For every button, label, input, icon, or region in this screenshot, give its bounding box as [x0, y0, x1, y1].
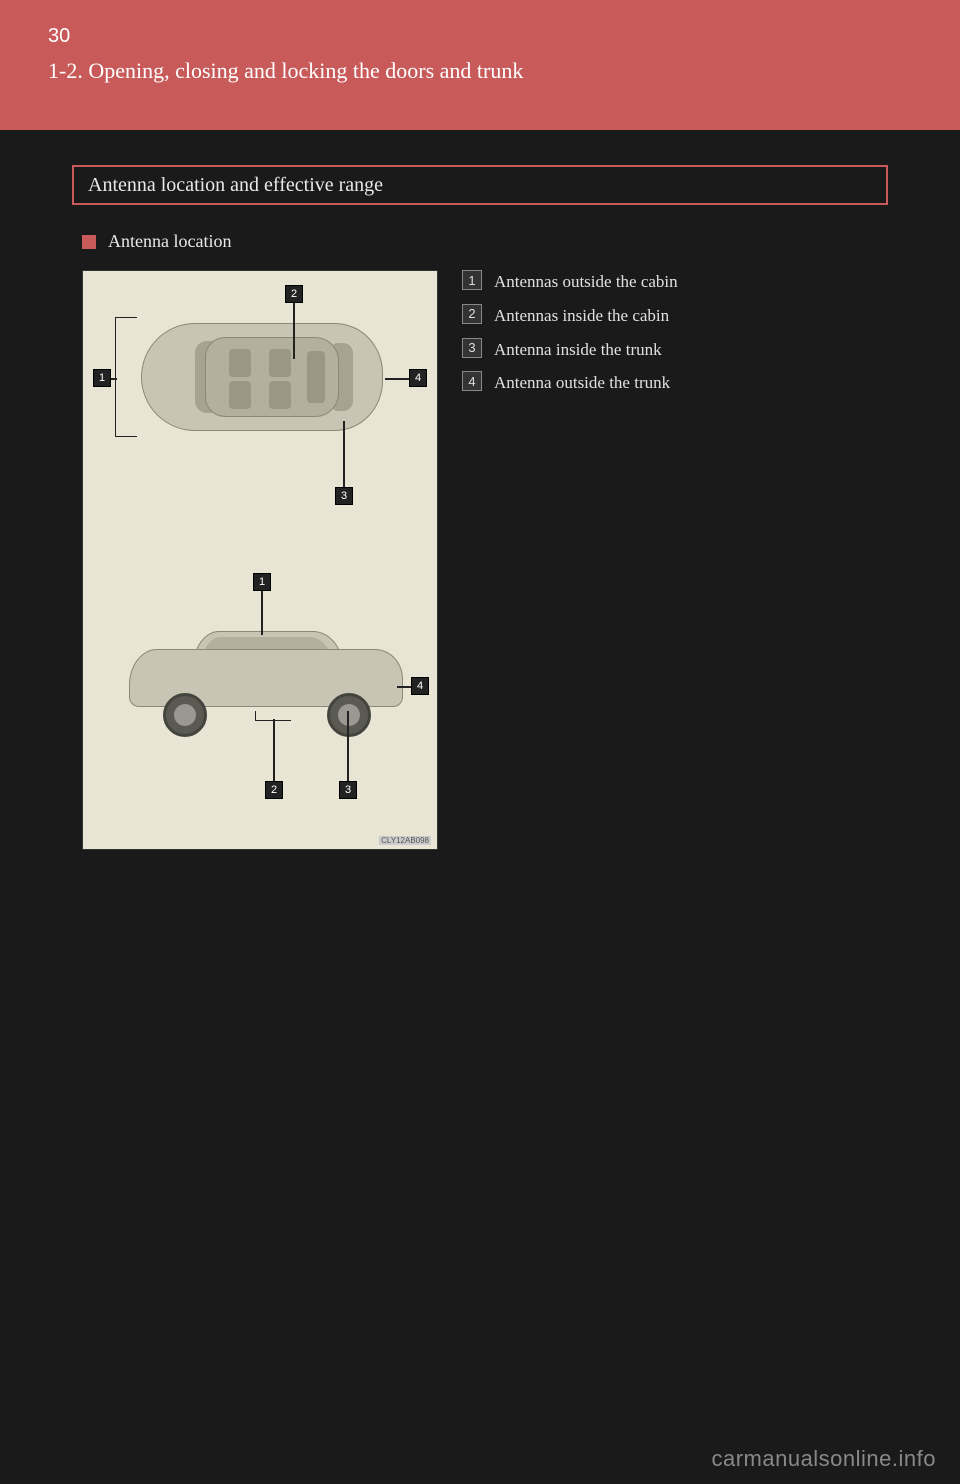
car-top-view: [141, 323, 383, 431]
list-item: 3 Antenna inside the trunk: [462, 338, 888, 362]
callout-text: Antenna outside the trunk: [494, 371, 670, 395]
header-band: 30 1-2. Opening, closing and locking the…: [0, 0, 960, 130]
section-title: 1-2. Opening, closing and locking the do…: [48, 58, 523, 84]
figure-callout-3: 3: [335, 487, 353, 505]
body-row: 1 2 3 4 1 2 3 4: [82, 270, 888, 850]
subheading-row: Antenna location: [82, 231, 888, 252]
lead-line: [273, 719, 275, 781]
seat-icon: [269, 381, 291, 409]
lead-line: [111, 378, 117, 380]
wheel-icon: [327, 693, 371, 737]
callout-number: 1: [462, 270, 482, 290]
callout-number: 3: [462, 338, 482, 358]
figure-callout-2: 2: [265, 781, 283, 799]
figure-callout-4: 4: [411, 677, 429, 695]
lead-line: [261, 591, 263, 635]
figure-callout-1: 1: [253, 573, 271, 591]
callout-text: Antennas outside the cabin: [494, 270, 678, 294]
callout-number: 4: [462, 371, 482, 391]
bracket-line: [255, 711, 291, 721]
seat-icon: [269, 349, 291, 377]
lead-line: [347, 711, 349, 781]
list-item: 2 Antennas inside the cabin: [462, 304, 888, 328]
page-number: 30: [48, 25, 70, 48]
antenna-figure: 1 2 3 4 1 2 3 4: [82, 270, 438, 850]
content-area: Antenna location and effective range Ant…: [72, 165, 888, 850]
figure-callout-4: 4: [409, 369, 427, 387]
bracket-line: [115, 317, 137, 437]
lead-line: [293, 303, 295, 359]
figure-callout-2: 2: [285, 285, 303, 303]
figure-callout-3: 3: [339, 781, 357, 799]
seat-icon: [229, 381, 251, 409]
heading-bar: Antenna location and effective range: [72, 165, 888, 205]
bullet-square-icon: [82, 235, 96, 249]
list-item: 1 Antennas outside the cabin: [462, 270, 888, 294]
figure-credit: CLY12AB098: [379, 836, 431, 845]
callout-text: Antennas inside the cabin: [494, 304, 669, 328]
watermark: carmanualsonline.info: [711, 1446, 936, 1472]
subheading-text: Antenna location: [108, 231, 231, 252]
lead-line: [385, 378, 409, 380]
list-item: 4 Antenna outside the trunk: [462, 371, 888, 395]
callout-number: 2: [462, 304, 482, 324]
rear-bench-icon: [307, 351, 325, 403]
lead-line: [397, 686, 411, 688]
seat-icon: [229, 349, 251, 377]
callout-list: 1 Antennas outside the cabin 2 Antennas …: [462, 270, 888, 850]
figure-callout-1: 1: [93, 369, 111, 387]
callout-text: Antenna inside the trunk: [494, 338, 662, 362]
wheel-icon: [163, 693, 207, 737]
lead-line: [343, 421, 345, 487]
heading-bar-text: Antenna location and effective range: [88, 174, 383, 197]
